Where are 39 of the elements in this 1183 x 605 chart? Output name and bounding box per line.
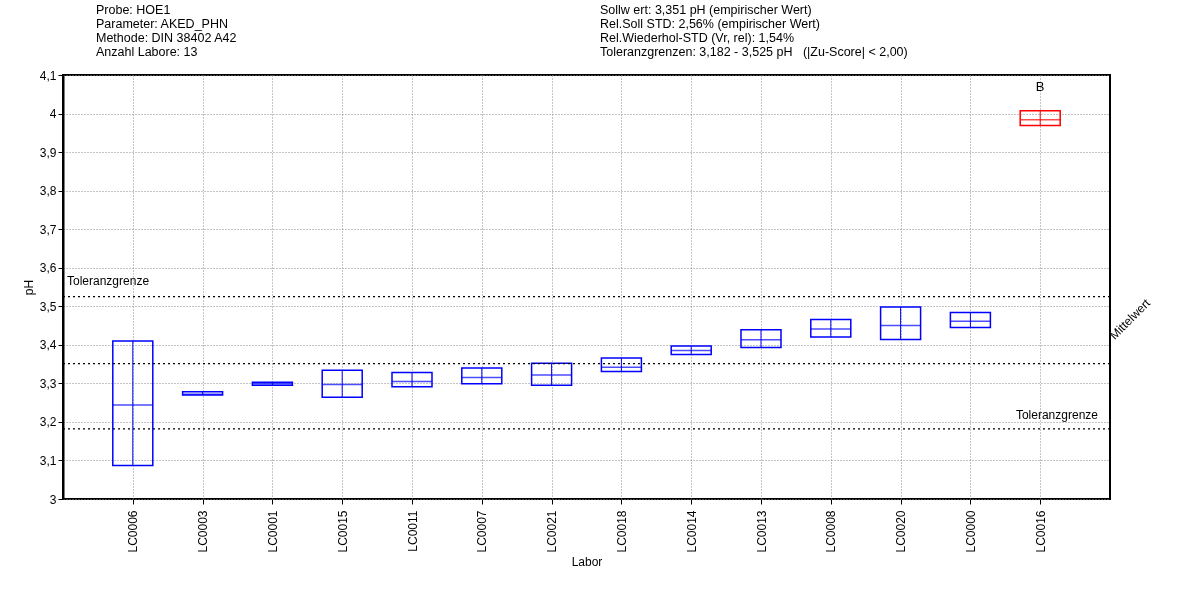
y-tick-label: 3,7 — [39, 222, 57, 237]
x-tick-label: LC0006 — [126, 510, 141, 553]
x-tick-label: LC0007 — [475, 510, 490, 553]
x-tick-label: LC0020 — [894, 510, 909, 553]
x-tick-label: LC0016 — [1033, 510, 1048, 553]
y-tick-label: 3,4 — [39, 338, 57, 353]
x-tick-label: LC0008 — [824, 510, 839, 553]
x-tick-label: LC0000 — [963, 510, 978, 553]
x-tick-label: LC0014 — [684, 510, 699, 553]
x-tick-label: LC0021 — [545, 510, 560, 553]
x-tick-label: LC0011 — [405, 510, 420, 552]
x-tick-label: LC0013 — [754, 510, 769, 553]
ref-line-label: Toleranzgrenze — [67, 273, 150, 288]
text: Rel.Soll STD: 2,56% (empirischer Wert) — [600, 17, 820, 31]
ref-line-label: Toleranzgrenze — [1015, 407, 1099, 422]
y-axis-title: pH — [21, 279, 36, 296]
y-tick-label: 4 — [49, 107, 57, 122]
text: Sollw ert: 3,351 pH (empirischer Wert) — [600, 3, 812, 17]
y-tick-label: 3,5 — [39, 299, 57, 314]
y-tick-label: 4,1 — [39, 68, 57, 83]
text: Anzahl Labore: 13 — [96, 45, 198, 59]
x-tick-label: LC0003 — [196, 510, 211, 553]
y-tick-label: 3,9 — [39, 145, 57, 160]
text: Probe: HOE1 — [96, 3, 171, 17]
y-tick-label: 3,2 — [39, 415, 57, 430]
x-tick-label: LC0018 — [614, 510, 629, 553]
text: Parameter: AKED_PHN — [96, 17, 228, 31]
y-tick-label: 3,6 — [39, 261, 57, 276]
y-tick-label: 3,1 — [39, 453, 57, 468]
x-axis-title: Labor — [571, 554, 603, 569]
text: Toleranzgrenzen: 3,182 - 3,525 pH (|Zu-Score| < 2,00) — [600, 45, 908, 59]
y-tick-label: 3,3 — [39, 376, 57, 391]
annotation: B — [1035, 79, 1045, 94]
y-tick-label: 3,8 — [39, 184, 57, 199]
x-tick-label: LC0015 — [335, 510, 350, 553]
x-tick-label: LC0001 — [265, 510, 280, 553]
text: Methode: DIN 38402 A42 — [96, 31, 237, 45]
y-tick-label: 3 — [49, 492, 57, 507]
text: Rel.Wiederhol-STD (Vr, rel): 1,54% — [600, 31, 795, 45]
